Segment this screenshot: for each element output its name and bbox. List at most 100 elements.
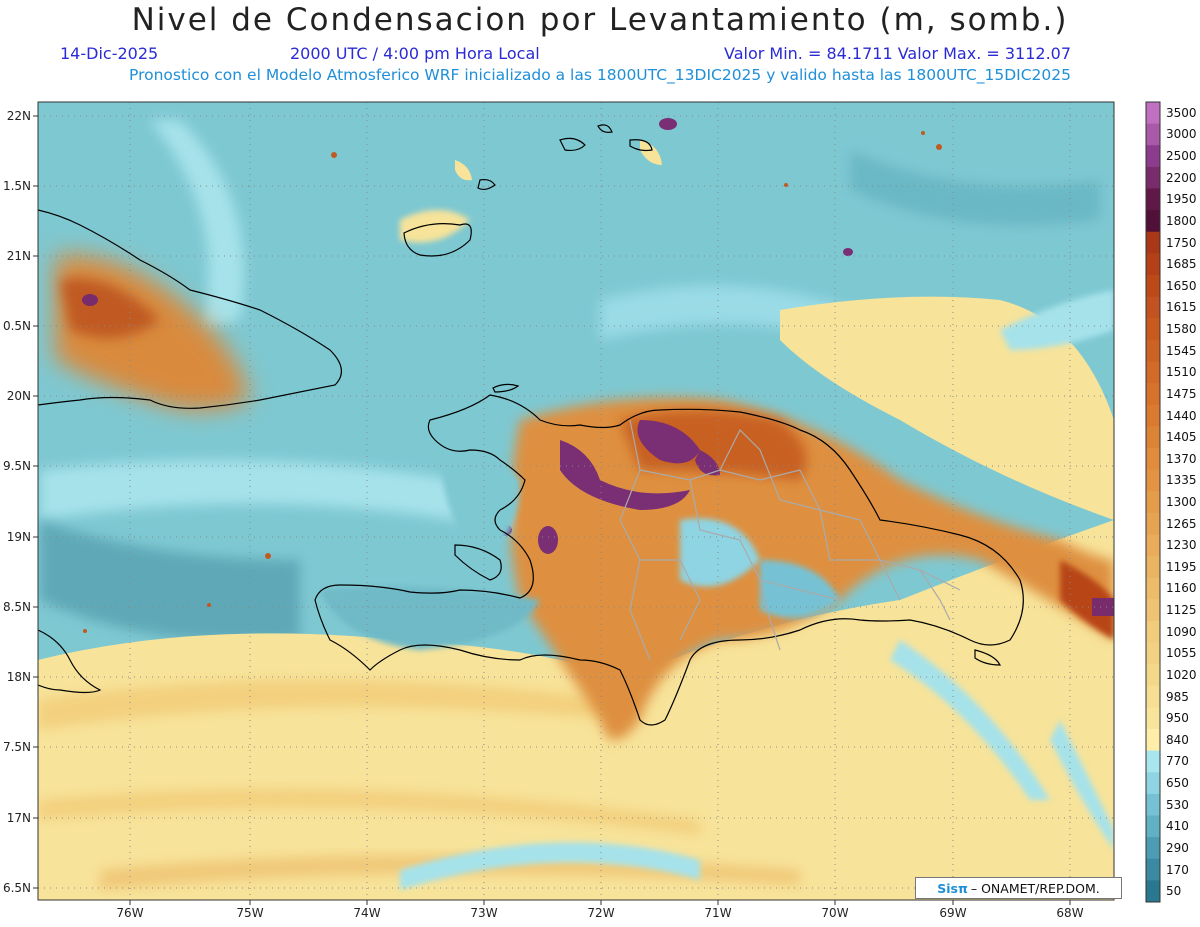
- credit-text: – ONAMET/REP.DOM.: [970, 880, 1100, 896]
- lat-label: 6.5N: [3, 881, 31, 895]
- colorbar-tick-label: 1125: [1166, 603, 1197, 618]
- colorbar-tick-label: 2200: [1166, 170, 1197, 185]
- colorbar-swatch: [1146, 274, 1160, 298]
- colorbar-swatch: [1146, 383, 1160, 406]
- credit-badge: Sisπ – ONAMET/REP.DOM.: [915, 877, 1122, 899]
- colorbar-swatch: [1146, 188, 1160, 211]
- lat-label: 18N: [7, 670, 31, 684]
- colorbar-swatch: [1146, 577, 1160, 600]
- colorbar-tick-label: 1300: [1166, 495, 1197, 509]
- colorbar: [1146, 102, 1160, 903]
- colorbar-swatch: [1146, 534, 1160, 557]
- colorbar-tick-label: 170: [1166, 862, 1189, 877]
- colorbar-tick-label: 1265: [1166, 516, 1197, 531]
- colorbar-tick-label: 410: [1166, 819, 1189, 834]
- axis-ticks: [33, 115, 1071, 905]
- colorbar-tick-label: 1335: [1166, 473, 1197, 488]
- lat-label: 17N: [7, 811, 31, 825]
- colorbar-tick-label: 650: [1166, 776, 1189, 791]
- colorbar-swatch: [1146, 556, 1160, 579]
- colorbar-swatch: [1146, 750, 1160, 773]
- colorbar-swatch: [1146, 772, 1160, 795]
- colorbar-swatch: [1146, 447, 1160, 471]
- colorbar-swatch: [1146, 231, 1160, 254]
- colorbar-swatch: [1146, 145, 1160, 168]
- colorbar-swatch: [1146, 210, 1160, 233]
- colorbar-tick-label: 1615: [1166, 300, 1197, 315]
- colorbar-swatch: [1146, 642, 1160, 665]
- lat-label: 1.5N: [3, 179, 31, 193]
- colorbar-swatch: [1146, 361, 1160, 384]
- lon-label: 68W: [1056, 906, 1083, 920]
- colorbar-swatch: [1146, 123, 1160, 146]
- forecast-time: 2000 UTC / 4:00 pm Hora Local: [290, 44, 540, 63]
- coastlines: [38, 124, 1024, 726]
- colorbar-swatch: [1146, 253, 1160, 276]
- colorbar-swatch: [1146, 469, 1160, 492]
- colorbar-tick-label: 770: [1166, 754, 1189, 769]
- colorbar-swatch: [1146, 426, 1160, 449]
- colorbar-tick-label: 1475: [1166, 386, 1197, 401]
- lon-label: 70W: [821, 906, 848, 920]
- colorbar-tick-label: 2500: [1166, 149, 1197, 164]
- colorbar-tick-label: 1510: [1166, 365, 1197, 380]
- lon-label: 73W: [470, 906, 497, 920]
- colorbar-tick-label: 1800: [1166, 213, 1197, 228]
- colorbar-swatch: [1146, 318, 1160, 341]
- lon-label: 74W: [353, 906, 380, 920]
- colorbar-tick-label: 3000: [1166, 127, 1197, 142]
- colorbar-tick-label: 3500: [1166, 105, 1197, 120]
- colorbar-swatch: [1146, 664, 1160, 687]
- colorbar-tick-label: 1580: [1166, 322, 1197, 337]
- colorbar-tick-label: 1020: [1166, 667, 1197, 682]
- sispi-logo: Sisπ: [937, 880, 968, 896]
- lon-label: 75W: [236, 906, 263, 920]
- colorbar-swatch: [1146, 512, 1160, 535]
- forecast-date: 14-Dic-2025: [60, 44, 159, 63]
- colorbar-tick-label: 1685: [1166, 257, 1197, 272]
- colorbar-tick-label: 1370: [1166, 451, 1197, 466]
- colorbar-swatch: [1146, 837, 1160, 860]
- colorbar-tick-label: 950: [1166, 711, 1189, 726]
- lat-label: 0.5N: [3, 319, 31, 333]
- lat-label: 22N: [7, 109, 31, 123]
- colorbar-tick-label: 1160: [1166, 581, 1197, 596]
- colorbar-tick-label: 1440: [1166, 408, 1197, 423]
- colorbar-tick-label: 1195: [1166, 559, 1197, 574]
- colorbar-tick-label: 1950: [1166, 192, 1197, 207]
- colorbar-tick-label: 840: [1166, 732, 1189, 747]
- provincial-boundaries: [619, 419, 961, 661]
- lat-label: 8.5N: [3, 600, 31, 614]
- lat-label: 21N: [7, 249, 31, 263]
- colorbar-swatch: [1146, 685, 1160, 708]
- forecast-description: Pronostico con el Modelo Atmosferico WRF…: [129, 66, 1071, 84]
- colorbar-tick-label: 1055: [1166, 646, 1197, 661]
- colorbar-tick-label: 290: [1166, 840, 1189, 855]
- colorbar-tick-label: 1650: [1166, 278, 1197, 293]
- colorbar-swatch: [1146, 707, 1160, 730]
- min-max-values: Valor Min. = 84.1711 Valor Max. = 3112.0…: [724, 44, 1072, 63]
- colorbar-swatch: [1146, 339, 1160, 362]
- colorbar-swatch: [1146, 599, 1160, 622]
- colorbar-swatch: [1146, 815, 1160, 838]
- colorbar-swatch: [1146, 404, 1160, 427]
- lon-label: 72W: [587, 906, 614, 920]
- lat-label: 19N: [7, 530, 31, 544]
- map-title: Nivel de Condensacion por Levantamiento …: [131, 2, 1069, 38]
- lcl-field: [38, 102, 1114, 900]
- colorbar-swatch: [1146, 491, 1160, 514]
- colorbar-swatch: [1146, 793, 1160, 817]
- colorbar-tick-label: 1405: [1166, 430, 1197, 445]
- lat-label: 20N: [7, 389, 31, 403]
- colorbar-swatch: [1146, 729, 1160, 752]
- colorbar-swatch: [1146, 296, 1160, 319]
- colorbar-tick-label: 1545: [1166, 343, 1197, 358]
- colorbar-tick-label: 530: [1166, 797, 1189, 812]
- colorbar-tick-label: 985: [1166, 689, 1189, 704]
- colorbar-tick-label: 1230: [1166, 538, 1197, 553]
- colorbar-swatch: [1146, 102, 1160, 125]
- lat-label: 7.5N: [3, 740, 31, 754]
- colorbar-tick-label: 1750: [1166, 235, 1197, 250]
- colorbar-swatch: [1146, 880, 1160, 903]
